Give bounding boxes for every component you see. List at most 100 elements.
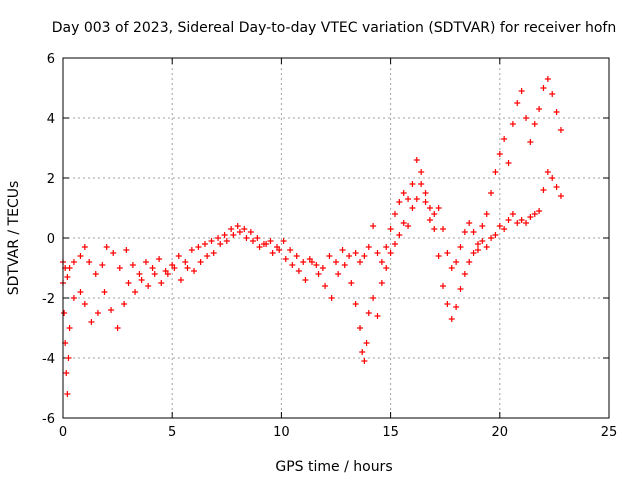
data-point [142,259,149,265]
data-point [409,205,416,211]
data-point [383,244,390,250]
data-point [492,169,499,175]
data-point [483,244,490,250]
data-point [553,109,560,115]
data-point [357,259,364,265]
data-point [496,151,503,157]
data-point [110,250,117,256]
data-point [132,289,139,295]
data-point [374,313,381,319]
data-point [136,271,143,277]
data-point [217,241,224,247]
data-point [208,238,215,244]
data-point [228,226,235,232]
data-point [182,259,189,265]
data-point [64,391,71,397]
data-point [302,277,309,283]
plot-frame [62,57,610,419]
y-tick-label: 2 [47,172,55,187]
data-point [396,232,403,238]
y-axis-label: SDTVAR / TECUs [6,181,22,296]
data-point [365,244,372,250]
data-point [435,253,442,259]
data-point [70,295,77,301]
data-point [234,223,241,229]
data-point [444,250,451,256]
data-point [94,310,101,316]
data-point [391,211,398,217]
data-point [145,283,152,289]
data-point [204,253,211,259]
data-point [77,289,84,295]
data-point [195,244,202,250]
data-point [70,259,77,265]
data-point [348,280,355,286]
data-point [440,226,447,232]
data-point [540,187,547,193]
x-tick-label: 0 [59,425,67,440]
data-point [116,265,123,271]
data-point [63,370,70,376]
data-point [339,247,346,253]
data-point [426,217,433,223]
data-point [544,76,551,82]
data-point [422,199,429,205]
data-point [263,241,270,247]
data-point [422,190,429,196]
data-point [164,271,171,277]
data-point [557,193,564,199]
data-point [282,256,289,262]
data-point [129,262,136,268]
data-point [322,283,329,289]
data-point [236,229,243,235]
data-point [335,271,342,277]
data-point [328,295,335,301]
data-point [496,223,503,229]
data-point [313,262,320,268]
data-point [413,196,420,202]
data-point [254,235,261,241]
data-point [453,304,460,310]
data-point [413,157,420,163]
y-tick-label: 0 [47,232,55,247]
data-point [280,238,287,244]
data-point [99,262,106,268]
data-point [241,226,248,232]
data-point [518,217,525,223]
data-point [453,259,460,265]
data-point [544,169,551,175]
data-point [523,115,530,121]
data-point [378,280,385,286]
data-point [171,265,178,271]
data-point [101,289,108,295]
data-point [114,325,121,331]
data-point [149,265,156,271]
y-tick-label: -2 [42,292,55,307]
data-point [64,274,71,280]
data-point [435,205,442,211]
data-point [536,106,543,112]
data-point [479,223,486,229]
data-point [387,250,394,256]
data-point [289,262,296,268]
data-point [326,253,333,259]
data-point [177,277,184,283]
data-point [256,244,263,250]
x-tick-label: 5 [168,425,176,440]
data-point [466,259,473,265]
data-point [352,301,359,307]
data-point [527,139,534,145]
data-point [346,253,353,259]
data-point [184,265,191,271]
data-point [426,205,433,211]
data-point [527,214,534,220]
data-point [361,358,368,364]
data-point [81,301,88,307]
data-point [201,241,208,247]
data-point [319,265,326,271]
data-point [540,85,547,91]
data-point [66,265,73,271]
data-point [361,253,368,259]
data-point [61,310,68,316]
data-point [479,238,486,244]
